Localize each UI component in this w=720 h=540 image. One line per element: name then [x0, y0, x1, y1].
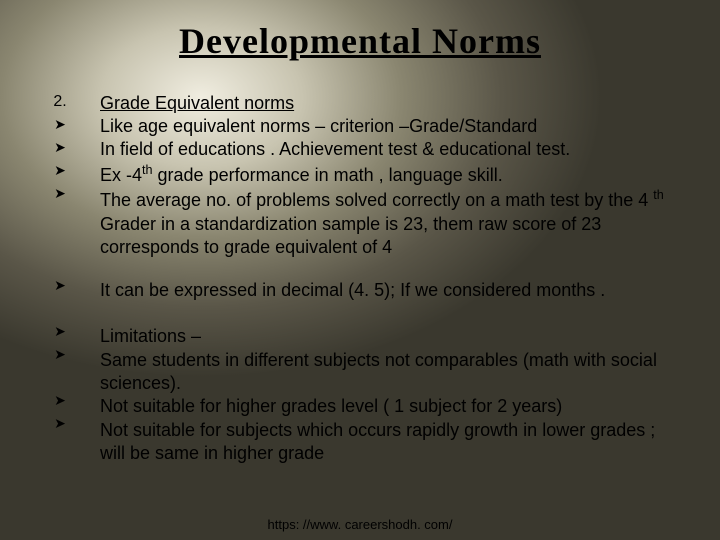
content-area: 2.➤➤➤➤➤➤➤➤➤ Grade Equivalent normsLike a… — [40, 92, 680, 466]
list-item: Ex -4th grade performance in math , lang… — [100, 162, 680, 187]
bullet-icon: ➤ — [40, 345, 80, 391]
list-item: It can be expressed in decimal (4. 5); I… — [100, 279, 680, 325]
list-item: Not suitable for subjects which occurs r… — [100, 419, 680, 466]
slide-title: Developmental Norms — [40, 20, 680, 62]
bullet-icon: ➤ — [40, 161, 80, 184]
list-item: Not suitable for higher grades level ( 1… — [100, 395, 680, 418]
list-heading: Grade Equivalent norms — [100, 92, 680, 115]
footer-url: https: //www. careershodh. com/ — [0, 517, 720, 532]
text-column: Grade Equivalent normsLike age equivalen… — [100, 92, 680, 466]
bullet-icon: ➤ — [40, 184, 80, 276]
list-item: Same students in different subjects not … — [100, 349, 680, 396]
bullet-icon: ➤ — [40, 115, 80, 138]
bullet-icon: ➤ — [40, 414, 80, 460]
bullet-icon: ➤ — [40, 322, 80, 345]
list-item: Like age equivalent norms – criterion –G… — [100, 115, 680, 138]
list-item: Limitations – — [100, 325, 680, 348]
bullet-icon: ➤ — [40, 138, 80, 161]
list-item: In field of educations . Achievement tes… — [100, 138, 680, 161]
bullet-icon: ➤ — [40, 276, 80, 322]
list-number: 2. — [40, 92, 80, 115]
list-item: The average no. of problems solved corre… — [100, 187, 680, 279]
bullets-column: 2.➤➤➤➤➤➤➤➤➤ — [40, 92, 80, 466]
bullet-icon: ➤ — [40, 391, 80, 414]
